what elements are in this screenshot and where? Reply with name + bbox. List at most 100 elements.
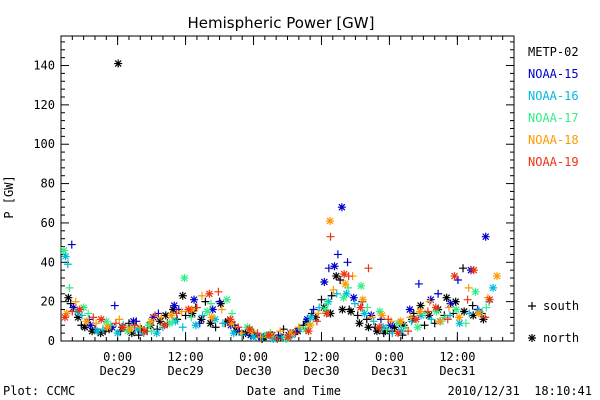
north-point [397,327,406,336]
south-point [324,264,333,273]
south-point [314,309,323,318]
south-point [425,297,434,306]
south-point [181,311,190,320]
y-axis-label: P [GW] [2,175,16,218]
north-point [442,293,451,302]
south-point [420,321,429,330]
south-point [459,264,468,273]
south-point [237,329,246,338]
south-point [197,291,206,300]
south-point [68,307,77,316]
north-point [452,305,461,314]
x-tick-label-time: 0:00 [103,350,132,364]
north-point [378,311,387,320]
north-point [372,327,381,336]
north-point [190,295,199,304]
south-point [136,323,145,332]
south-point [384,315,393,324]
north-point [322,309,331,318]
north-point [86,321,95,330]
south-point [343,258,352,267]
north-point [357,281,366,290]
y-tick-label: 80 [41,177,55,191]
north-point [431,303,440,312]
legend-south-label: south [543,299,579,313]
south-point [77,311,86,320]
north-point [346,307,355,316]
south-point [157,313,166,322]
north-point [469,266,478,275]
north-point [340,270,349,279]
legend: METP-02 NOAA-15 NOAA-16 NOAA-17 NOAA-18 NOAA-… [528,45,579,345]
south-point [130,321,139,330]
north-point [79,303,88,312]
south-point [273,335,282,344]
north-point [425,311,434,320]
north-point [161,311,170,320]
south-point [461,319,470,328]
north-point [129,317,138,326]
south-point [187,313,196,322]
y-tick-label: 40 [41,255,55,269]
south-point [63,260,72,269]
north-point [416,307,425,316]
south-point [369,317,378,326]
south-point [147,327,156,336]
north-point [197,315,206,324]
north-point [264,331,273,340]
north-point [413,323,422,332]
north-point [62,309,71,318]
y-tick-label: 0 [48,334,55,348]
north-point [460,307,469,316]
south-point [414,279,423,288]
legend-entry-noaa-19: NOAA-19 [528,155,579,169]
north-point [140,327,149,336]
x-tick-label-time: 12:00 [439,350,475,364]
north-point [118,323,127,332]
north-point [474,309,483,318]
x-tick-label-time: 0:00 [239,350,268,364]
x-tick-label-date: Dec30 [235,364,271,378]
south-point [427,315,436,324]
y-tick-label: 140 [33,59,55,73]
south-point [323,299,332,308]
south-point [201,297,210,306]
north-point [284,333,293,342]
x-axis-label: Date and Time [247,384,341,398]
north-point [102,317,111,326]
legend-entry-noaa-18: NOAA-18 [528,133,579,147]
x-tick-label-time: 0:00 [375,350,404,364]
north-point [82,317,91,326]
north-point [75,305,84,314]
south-point [367,313,376,322]
south-point [77,321,86,330]
north-point [61,252,70,261]
chart-title: Hemispheric Power [GW] [188,14,375,32]
north-point [93,327,102,336]
series-noaa-19 [60,232,494,344]
south-point [350,299,359,308]
north-point [126,325,135,334]
north-point [341,279,350,288]
north-point [207,313,216,322]
north-point [337,203,346,212]
north-point [489,283,498,292]
south-point [453,276,462,284]
north-point [446,299,455,308]
north-point [245,325,254,334]
north-point [450,272,459,281]
series-noaa-15 [67,203,490,342]
south-point [434,289,443,298]
north-point [304,327,313,336]
south-point [115,315,124,324]
north-point [64,293,73,302]
south-point [444,303,453,312]
south-point [218,319,227,328]
north-point [356,303,365,312]
north-point [147,317,156,326]
south-point [110,301,119,310]
north-point [144,321,153,330]
x-tick-label-time: 12:00 [303,350,339,364]
north-point [416,301,425,310]
north-point [249,333,258,342]
